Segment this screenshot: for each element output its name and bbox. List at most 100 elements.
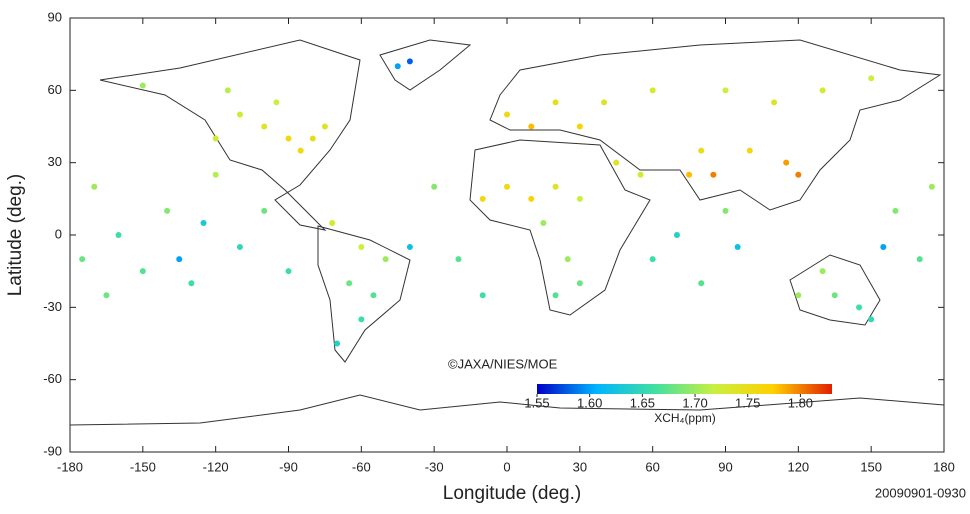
sounding-point: [540, 219, 547, 226]
x-tick-label: -180: [57, 459, 83, 474]
sounding-point: [358, 316, 365, 323]
sounding-point: [103, 292, 110, 299]
sounding-point: [698, 147, 705, 154]
sounding-point: [771, 99, 778, 106]
x-tick-label: 180: [933, 459, 955, 474]
sounding-point: [285, 268, 292, 275]
credit: ©JAXA/NIES/MOE: [448, 356, 558, 371]
sounding-point: [91, 183, 98, 190]
sounding-point: [576, 195, 583, 202]
sounding-point: [431, 183, 438, 190]
sounding-point: [139, 268, 146, 275]
sounding-point: [649, 256, 656, 263]
sounding-point: [795, 292, 802, 299]
x-tick-label: 150: [860, 459, 882, 474]
sounding-point: [783, 159, 790, 166]
sounding-point: [552, 99, 559, 106]
sounding-point: [637, 171, 644, 178]
sounding-point: [406, 58, 413, 65]
sounding-point: [576, 123, 583, 130]
x-tick-label: -60: [352, 459, 371, 474]
sounding-point: [334, 340, 341, 347]
colorbar-tick-label: 1.60: [577, 395, 602, 410]
sounding-point: [698, 280, 705, 287]
colorbar-tick-label: 1.55: [524, 395, 549, 410]
sounding-point: [224, 87, 231, 94]
x-axis-title: Longitude (deg.): [443, 483, 581, 504]
sounding-point: [916, 256, 923, 263]
x-tick-label: 120: [787, 459, 809, 474]
coastlines: [69, 39, 945, 426]
sounding-point: [504, 111, 510, 118]
sounding-point: [601, 99, 608, 106]
colorbar-tick-label: 1.75: [735, 395, 760, 410]
sounding-point: [576, 280, 583, 287]
sounding-point: [394, 63, 401, 70]
sounding-point: [236, 111, 243, 118]
sounding-point: [236, 244, 243, 251]
sounding-point: [504, 183, 510, 190]
sounding-point: [868, 316, 875, 323]
sounding-point: [479, 195, 486, 202]
x-tick-label: 0: [503, 459, 510, 474]
y-tick-label: -60: [43, 371, 62, 386]
x-tick-label: -30: [425, 459, 444, 474]
sounding-point: [831, 292, 838, 299]
colorbar: [537, 384, 832, 394]
y-tick-label: -30: [43, 299, 62, 314]
antarctica: [69, 394, 945, 426]
y-tick-label: 60: [48, 82, 62, 97]
sounding-point: [856, 304, 863, 311]
y-tick-label: 30: [48, 154, 62, 169]
sounding-point: [686, 171, 693, 178]
sounding-point: [710, 171, 717, 178]
sounding-point: [261, 123, 268, 130]
sounding-point: [564, 256, 571, 263]
sounding-point: [552, 183, 559, 190]
sounding-point: [358, 244, 365, 251]
sounding-point: [892, 207, 899, 214]
colorbar-tick-label: 1.65: [630, 395, 655, 410]
sounding-point: [79, 256, 86, 263]
sounding-point: [164, 207, 171, 214]
date-label: 20090901-0930: [875, 485, 966, 500]
sounding-point: [734, 244, 741, 251]
y-tick-label: 90: [48, 9, 62, 24]
sounding-point: [406, 244, 413, 251]
sounding-point: [115, 232, 122, 238]
sounding-point: [795, 171, 802, 178]
sounding-point: [819, 87, 826, 94]
sounding-point: [176, 256, 183, 263]
sounding-point: [479, 292, 486, 299]
sounding-point: [261, 207, 268, 214]
australia: [789, 254, 881, 326]
sounding-point: [528, 123, 535, 130]
sounding-point: [868, 75, 875, 82]
y-tick-label: -90: [43, 443, 62, 458]
eurasia: [489, 39, 942, 211]
sounding-point: [188, 280, 195, 287]
sounding-point: [139, 82, 146, 89]
sounding-point: [309, 135, 316, 142]
greenland: [379, 39, 472, 91]
sounding-point: [285, 135, 292, 142]
sounding-point: [746, 147, 753, 154]
sounding-point: [649, 87, 656, 94]
colorbar-tick-label: 1.70: [682, 395, 707, 410]
sounding-point: [370, 292, 377, 299]
sounding-point: [928, 183, 935, 190]
sounding-point: [382, 256, 389, 263]
x-tick-label: 90: [718, 459, 732, 474]
sounding-point: [346, 280, 353, 287]
colorbar-label: XCH₄(ppm): [654, 411, 716, 425]
sounding-point: [200, 219, 207, 226]
sounding-point: [329, 219, 336, 226]
sounding-point: [722, 87, 729, 94]
y-tick-label: 0: [55, 226, 62, 241]
colorbar-tick-label: 1.80: [788, 395, 813, 410]
sounding-point: [613, 159, 620, 166]
sounding-point: [273, 99, 280, 106]
x-tick-label: -90: [279, 459, 298, 474]
sounding-point: [455, 256, 462, 263]
